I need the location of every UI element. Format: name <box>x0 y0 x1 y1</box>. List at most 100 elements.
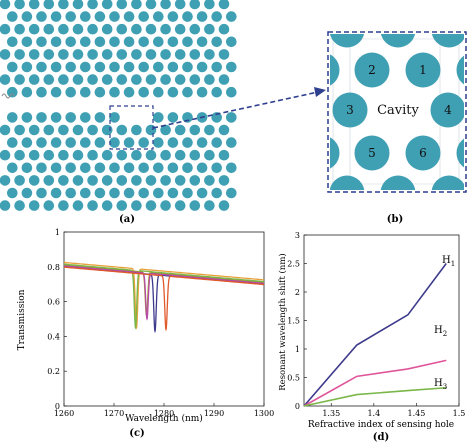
lattice-hole <box>160 175 171 186</box>
lattice-hole <box>138 137 149 148</box>
lattice-hole <box>211 61 222 73</box>
lattice-hole <box>43 0 55 10</box>
lattice-hole <box>116 74 128 85</box>
panel-a-lattice: (a) <box>0 0 237 225</box>
chart-d-xtick-label: 1.35 <box>322 409 340 418</box>
lattice-hole <box>72 124 84 136</box>
chart-c-ytick-label: 0.8 <box>47 263 60 272</box>
lattice-hole <box>160 0 171 10</box>
lattice-hole <box>43 200 55 211</box>
lattice-hole <box>101 124 113 136</box>
lattice-hole <box>43 175 55 186</box>
chart-c-frame <box>63 231 265 407</box>
lattice-hole <box>123 137 135 148</box>
lattice-hole <box>167 61 179 73</box>
lattice-hole <box>211 137 222 148</box>
lattice-hole <box>196 137 208 148</box>
lattice-hole <box>87 49 98 60</box>
lattice-hole <box>36 36 47 48</box>
lattice-hole <box>14 23 25 35</box>
lattice-hole <box>138 86 149 98</box>
lattice-hole <box>131 23 142 35</box>
chart-d-xlabel: Refractive index of sensing hole <box>308 420 454 430</box>
lattice-hole <box>189 74 201 85</box>
panel-b-frame <box>327 31 467 193</box>
lattice-hole <box>211 162 222 174</box>
svg-text:H2: H2 <box>434 325 447 338</box>
lattice-hole <box>189 49 201 60</box>
lattice-hole <box>7 112 18 123</box>
zoom-holes <box>330 34 464 190</box>
lattice-hole <box>109 187 120 199</box>
lattice-hole <box>72 0 84 10</box>
lattice-hole <box>58 74 69 85</box>
lattice-hole <box>218 175 230 186</box>
lattice-hole <box>58 124 69 136</box>
lattice-hole <box>160 23 171 35</box>
lattice-hole <box>116 175 128 186</box>
lattice-hole <box>28 200 40 211</box>
lattice-hole <box>196 61 208 73</box>
lattice-hole <box>14 74 25 85</box>
lattice-hole <box>65 11 76 22</box>
lattice-hole <box>226 86 237 98</box>
legend-label-h1: H1 <box>442 255 455 268</box>
chart-c-xtick-label: 1260 <box>54 409 74 418</box>
zoom-hole <box>330 34 365 48</box>
lattice-hole <box>7 11 18 22</box>
lattice-hole <box>50 36 62 48</box>
lattice-hole <box>218 0 230 10</box>
lattice-hole <box>28 124 40 136</box>
lattice-hole <box>58 175 69 186</box>
lattice-hole <box>43 74 55 85</box>
lattice-hole <box>36 61 47 73</box>
lattice-hole <box>50 137 62 148</box>
lattice-hole <box>28 0 40 10</box>
zoom-hole <box>380 175 416 190</box>
lattice-hole <box>0 74 11 85</box>
lattice-hole <box>43 149 55 161</box>
lattice-hole <box>109 112 120 123</box>
chart-d-ytick-label: 1.5 <box>287 317 300 326</box>
zoom-hole <box>430 92 464 128</box>
lattice-hole <box>123 11 135 22</box>
lattice-hole <box>189 0 201 10</box>
lattice-hole <box>101 149 113 161</box>
lattice-hole <box>160 74 171 85</box>
lattice-hole <box>94 86 106 98</box>
lattice-hole <box>167 11 179 22</box>
lattice-hole <box>189 175 201 186</box>
lattice-hole <box>28 74 40 85</box>
svg-text:H3: H3 <box>434 378 447 391</box>
lattice-hole <box>174 23 186 35</box>
lattice-hole <box>28 149 40 161</box>
lattice-hole <box>116 23 128 35</box>
lattice-hole <box>182 11 193 22</box>
lattice-hole <box>138 61 149 73</box>
lattice-hole <box>153 137 164 148</box>
lattice-hole <box>211 112 222 123</box>
lattice-hole <box>189 149 201 161</box>
panel-b-label: (b) <box>387 214 403 225</box>
zoom-hole <box>456 55 464 85</box>
lattice-hole <box>65 162 76 174</box>
lattice-hole <box>123 36 135 48</box>
hole-number-1: 1 <box>419 63 427 77</box>
zoom-hole <box>330 175 365 190</box>
chart-d-xtick-label: 1.45 <box>408 409 426 418</box>
lattice-hole <box>58 23 69 35</box>
chart-d-series-line-1 <box>303 263 447 407</box>
lattice-hole <box>226 137 237 148</box>
chart-d-xtick-label: 1.5 <box>453 409 466 418</box>
lattice-hole <box>211 11 222 22</box>
chart-c-xtick-label: 1300 <box>254 409 274 418</box>
zoom-hole <box>354 52 390 88</box>
lattice-hole <box>0 149 11 161</box>
lattice-hole <box>160 149 171 161</box>
lattice-hole <box>80 11 91 22</box>
lattice-hole <box>131 175 142 186</box>
chart-d-ylabel: Resonant wavelength shift (nm) <box>277 253 288 390</box>
lattice-hole <box>116 149 128 161</box>
lattice-hole <box>65 187 76 199</box>
